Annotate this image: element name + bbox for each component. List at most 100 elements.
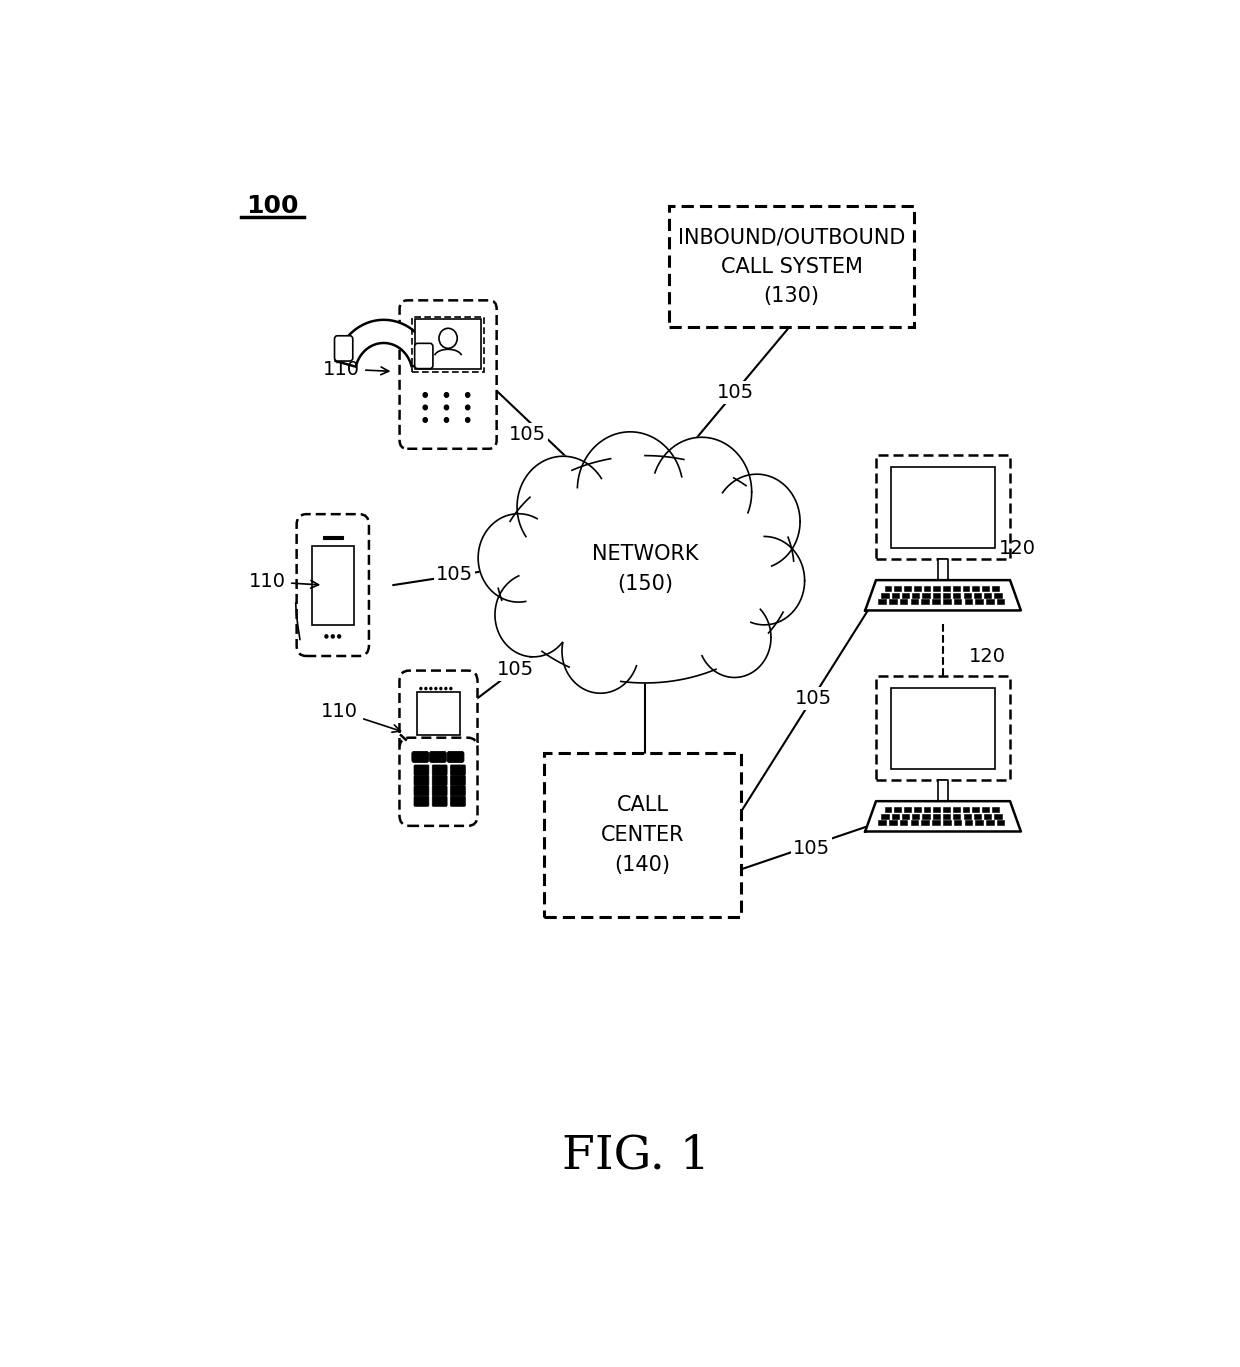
FancyBboxPatch shape bbox=[399, 671, 477, 753]
FancyBboxPatch shape bbox=[414, 796, 429, 807]
Bar bbox=[882, 813, 889, 819]
Bar bbox=[415, 320, 481, 369]
Bar bbox=[972, 807, 980, 812]
Bar bbox=[942, 807, 950, 812]
FancyBboxPatch shape bbox=[414, 343, 433, 369]
Bar bbox=[418, 692, 460, 735]
Circle shape bbox=[444, 418, 449, 422]
Circle shape bbox=[420, 688, 422, 689]
Bar bbox=[889, 599, 897, 604]
FancyBboxPatch shape bbox=[414, 786, 429, 796]
Bar bbox=[924, 586, 930, 591]
Bar bbox=[910, 820, 919, 826]
Bar bbox=[954, 813, 961, 819]
Polygon shape bbox=[698, 597, 771, 678]
Circle shape bbox=[331, 634, 335, 638]
Text: 110: 110 bbox=[321, 701, 401, 733]
FancyBboxPatch shape bbox=[450, 796, 465, 807]
Bar bbox=[954, 592, 961, 597]
Bar bbox=[934, 586, 940, 591]
Circle shape bbox=[423, 405, 428, 410]
Circle shape bbox=[435, 688, 436, 689]
Bar bbox=[322, 536, 343, 539]
Text: 110: 110 bbox=[324, 360, 388, 379]
Bar bbox=[962, 586, 970, 591]
Bar bbox=[942, 820, 951, 826]
Bar bbox=[942, 586, 950, 591]
Bar bbox=[997, 599, 1004, 604]
Bar bbox=[932, 813, 940, 819]
Bar bbox=[994, 813, 1002, 819]
Bar bbox=[901, 592, 909, 597]
Text: 100: 100 bbox=[247, 194, 299, 219]
Bar bbox=[910, 599, 919, 604]
Bar bbox=[913, 813, 919, 819]
Circle shape bbox=[425, 688, 427, 689]
FancyBboxPatch shape bbox=[448, 752, 464, 763]
Circle shape bbox=[430, 688, 432, 689]
Circle shape bbox=[445, 688, 446, 689]
Bar bbox=[900, 599, 908, 604]
Bar bbox=[878, 599, 885, 604]
FancyBboxPatch shape bbox=[412, 317, 484, 372]
Bar bbox=[942, 813, 950, 819]
Text: INBOUND/OUTBOUND
CALL SYSTEM
(130): INBOUND/OUTBOUND CALL SYSTEM (130) bbox=[678, 227, 905, 306]
Bar bbox=[934, 807, 940, 812]
Circle shape bbox=[465, 392, 470, 398]
FancyBboxPatch shape bbox=[433, 796, 448, 807]
Polygon shape bbox=[937, 781, 949, 801]
Bar bbox=[924, 807, 930, 812]
Bar bbox=[894, 807, 901, 812]
FancyBboxPatch shape bbox=[399, 301, 497, 448]
Bar bbox=[894, 586, 901, 591]
Polygon shape bbox=[335, 320, 432, 366]
Circle shape bbox=[465, 405, 470, 410]
Bar bbox=[884, 807, 892, 812]
Polygon shape bbox=[937, 559, 949, 580]
Bar bbox=[311, 547, 355, 625]
Polygon shape bbox=[866, 580, 1021, 611]
Polygon shape bbox=[652, 437, 751, 547]
Bar bbox=[963, 592, 971, 597]
Bar bbox=[890, 466, 996, 548]
Bar bbox=[973, 592, 981, 597]
Bar bbox=[884, 586, 892, 591]
Polygon shape bbox=[479, 514, 559, 601]
Bar bbox=[952, 586, 960, 591]
Bar bbox=[890, 688, 996, 768]
Bar bbox=[965, 599, 972, 604]
Bar bbox=[914, 807, 920, 812]
Bar bbox=[932, 592, 940, 597]
Circle shape bbox=[450, 688, 451, 689]
Bar bbox=[963, 813, 971, 819]
Bar bbox=[892, 813, 899, 819]
Bar bbox=[997, 820, 1004, 826]
Bar bbox=[972, 586, 980, 591]
Circle shape bbox=[325, 634, 327, 638]
Bar bbox=[954, 820, 961, 826]
FancyBboxPatch shape bbox=[875, 677, 1011, 781]
Polygon shape bbox=[578, 432, 683, 548]
Text: 105: 105 bbox=[436, 565, 474, 584]
Bar bbox=[976, 820, 983, 826]
Circle shape bbox=[440, 688, 441, 689]
Bar bbox=[942, 592, 950, 597]
Bar bbox=[878, 820, 885, 826]
Bar bbox=[913, 592, 919, 597]
Text: 105: 105 bbox=[792, 839, 830, 857]
Bar bbox=[976, 599, 983, 604]
Bar bbox=[921, 599, 929, 604]
FancyBboxPatch shape bbox=[433, 766, 448, 775]
FancyBboxPatch shape bbox=[875, 455, 1011, 559]
FancyBboxPatch shape bbox=[414, 775, 429, 786]
Bar bbox=[932, 599, 940, 604]
Bar bbox=[985, 813, 991, 819]
Polygon shape bbox=[495, 573, 572, 658]
FancyBboxPatch shape bbox=[335, 336, 352, 361]
Circle shape bbox=[337, 634, 341, 638]
Bar bbox=[892, 592, 899, 597]
Polygon shape bbox=[517, 457, 609, 558]
Bar bbox=[962, 807, 970, 812]
Bar bbox=[900, 820, 908, 826]
FancyBboxPatch shape bbox=[433, 775, 448, 786]
